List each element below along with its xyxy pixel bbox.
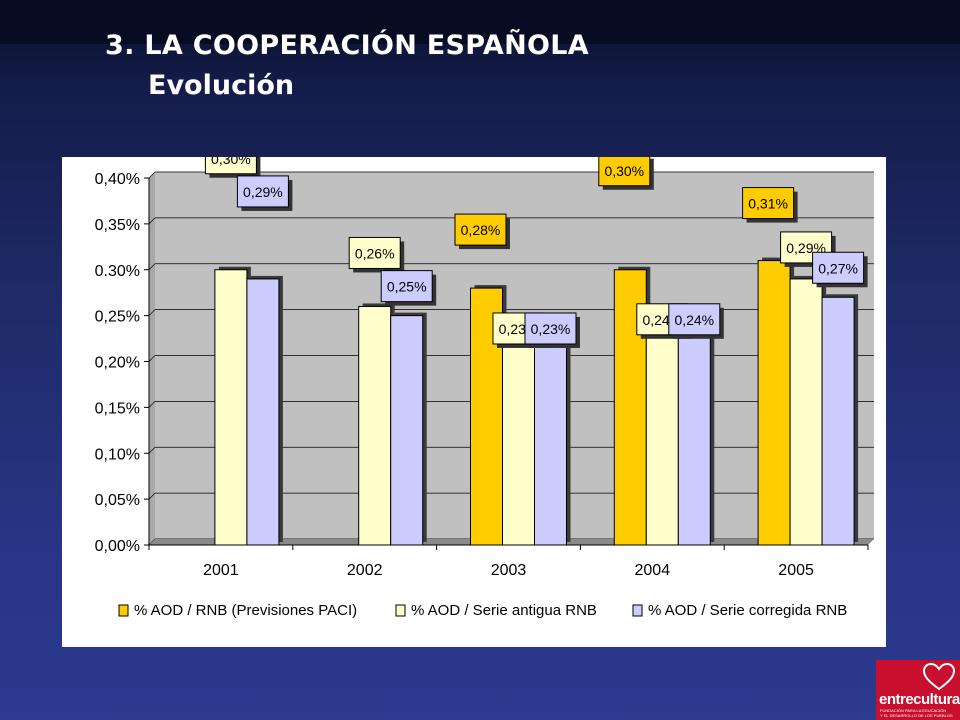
y-tick-label: 0,10% xyxy=(95,446,140,463)
legend-label: % AOD / Serie antigua RNB xyxy=(411,602,597,619)
data-label-box xyxy=(668,303,721,336)
y-tick-label: 0,15% xyxy=(95,400,140,417)
data-label: 0,28% xyxy=(461,222,501,238)
bar xyxy=(358,305,392,546)
x-tick-label: 2002 xyxy=(347,562,383,579)
data-label-box xyxy=(236,175,289,208)
bar xyxy=(677,324,711,546)
gridline-diagonal xyxy=(148,171,156,179)
y-tick-label: 0,35% xyxy=(95,217,140,234)
y-tick-label: 0,00% xyxy=(95,538,140,555)
y-tick-label: 0,40% xyxy=(95,171,140,188)
data-label-box xyxy=(380,270,433,303)
gridline-diagonal xyxy=(148,401,156,408)
data-label-box xyxy=(598,154,651,187)
slide-subtitle: Evolución xyxy=(148,70,295,101)
y-tick-label: 0.30% xyxy=(95,263,140,280)
y-tick-label: 0,25% xyxy=(95,309,140,326)
bar xyxy=(789,278,823,546)
bar xyxy=(390,315,424,546)
bar xyxy=(502,333,535,546)
entreculturas-logo: entreculturas FUNDACIÓN PARA LA EDUCACIÓ… xyxy=(876,660,960,720)
data-label: 0,27% xyxy=(818,260,858,276)
bar-chart: 0,00% 0,05% 0,10% 0,15% 0,20% 0,25% 0.30% 0,35%… xyxy=(95,142,874,619)
data-label: 0,29% xyxy=(243,184,283,200)
bar xyxy=(645,324,679,546)
gridline-diagonal xyxy=(148,217,156,225)
data-label-box xyxy=(742,187,795,220)
bar xyxy=(757,260,791,546)
legend-swatch xyxy=(118,604,129,617)
heart-icon xyxy=(922,662,956,691)
data-label-box xyxy=(524,312,577,345)
data-label: 0,25% xyxy=(387,279,427,295)
y-tick-label: 0,20% xyxy=(95,355,140,372)
bar xyxy=(246,278,280,546)
data-label-box xyxy=(454,213,507,246)
data-label: 0,30% xyxy=(211,157,251,167)
data-label: 0,30% xyxy=(604,163,644,179)
gridline-diagonal xyxy=(148,492,156,500)
bar xyxy=(534,333,567,546)
logo-wordmark: entreculturas xyxy=(879,691,960,708)
data-label: 0,24% xyxy=(674,312,714,328)
data-label: 0,26% xyxy=(355,245,395,261)
data-label-box xyxy=(812,251,865,284)
gridline-diagonal xyxy=(148,309,156,316)
logo-tagline-line-2: Y EL DESARROLLO DE LOS PUEBLOS xyxy=(880,712,953,718)
logo-tagline: FUNDACIÓN PARA LA EDUCACIÓN Y EL DESARRO… xyxy=(880,708,953,718)
slide-title: 3. LA COOPERACIÓN ESPAÑOLA xyxy=(105,30,589,61)
logo-tagline-line-1: FUNDACIÓN PARA LA EDUCACIÓN xyxy=(880,708,947,713)
x-tick-label: 2005 xyxy=(778,562,814,579)
x-tick-label: 2004 xyxy=(635,562,671,579)
legend-label: % AOD / Serie corregida RNB xyxy=(648,602,847,619)
legend-label: % AOD / RNB (Previsiones PACI) xyxy=(134,602,357,619)
y-tick-label: 0,05% xyxy=(95,492,140,509)
chart-panel: 0,00% 0,05% 0,10% 0,15% 0,20% 0,25% 0.30% 0,35%… xyxy=(62,142,886,647)
x-tick-label: 2001 xyxy=(203,562,239,579)
data-label: 0,31% xyxy=(748,196,788,212)
legend-swatch xyxy=(395,604,406,617)
bar xyxy=(821,296,855,546)
gridline-diagonal xyxy=(148,263,156,270)
bar xyxy=(214,269,248,546)
gridline-diagonal xyxy=(148,355,156,362)
x-tick-label: 2003 xyxy=(491,562,527,579)
data-label: 0,23% xyxy=(531,321,571,337)
top-band xyxy=(0,0,960,44)
gridline-diagonal xyxy=(148,447,156,454)
legend-swatch xyxy=(632,604,643,617)
data-label-box xyxy=(348,236,401,269)
